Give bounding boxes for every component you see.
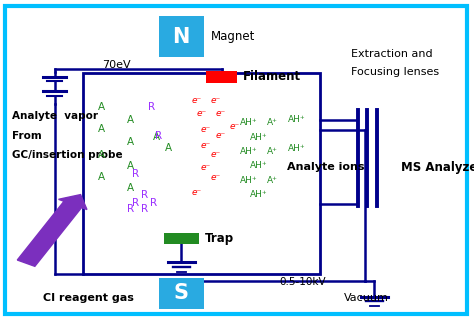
Text: AH⁺: AH⁺ xyxy=(249,161,267,170)
Text: A: A xyxy=(164,143,172,153)
Text: Trap: Trap xyxy=(205,232,234,245)
Text: A: A xyxy=(98,124,106,134)
Text: N: N xyxy=(173,27,190,47)
Bar xyxy=(159,278,204,309)
Text: e⁻: e⁻ xyxy=(210,96,221,105)
Text: e⁻: e⁻ xyxy=(191,96,202,105)
Text: A: A xyxy=(127,137,134,147)
Text: 70eV: 70eV xyxy=(102,60,130,70)
Text: A⁺: A⁺ xyxy=(267,176,278,185)
Text: e⁻: e⁻ xyxy=(229,122,240,130)
Bar xyxy=(83,73,320,274)
Text: AH⁺: AH⁺ xyxy=(287,144,305,153)
Text: R: R xyxy=(150,197,158,208)
Text: R: R xyxy=(131,197,139,208)
Text: Vacuum: Vacuum xyxy=(344,293,389,303)
Text: R: R xyxy=(141,189,148,200)
FancyBboxPatch shape xyxy=(5,6,467,314)
Text: AH⁺: AH⁺ xyxy=(240,118,258,127)
Text: CI reagent gas: CI reagent gas xyxy=(43,293,134,303)
Text: AH⁺: AH⁺ xyxy=(240,147,258,156)
Text: A: A xyxy=(127,115,134,125)
Text: 0.5-10kV: 0.5-10kV xyxy=(280,277,326,287)
Text: A⁺: A⁺ xyxy=(267,118,278,127)
Text: e⁻: e⁻ xyxy=(196,109,207,118)
Text: R: R xyxy=(127,204,134,214)
Text: R: R xyxy=(155,130,163,141)
FancyArrow shape xyxy=(17,195,87,266)
Text: A⁺: A⁺ xyxy=(267,147,278,156)
Text: e⁻: e⁻ xyxy=(210,150,221,159)
Text: Magnet: Magnet xyxy=(211,30,255,43)
Text: MS Analyzer: MS Analyzer xyxy=(401,161,474,174)
Text: Filament: Filament xyxy=(243,70,301,83)
Text: A: A xyxy=(98,172,106,182)
Text: A: A xyxy=(127,161,134,171)
Text: R: R xyxy=(148,102,155,112)
Text: GC/insertion probe: GC/insertion probe xyxy=(12,150,122,160)
Text: e⁻: e⁻ xyxy=(201,141,211,150)
Text: A: A xyxy=(127,183,134,193)
Text: e⁻: e⁻ xyxy=(215,109,226,118)
Text: AH⁺: AH⁺ xyxy=(249,190,267,199)
Text: e⁻: e⁻ xyxy=(191,189,202,197)
Text: AH⁺: AH⁺ xyxy=(249,133,267,142)
Text: R: R xyxy=(131,169,139,179)
Bar xyxy=(164,233,199,244)
Text: e⁻: e⁻ xyxy=(215,131,226,140)
Text: e⁻: e⁻ xyxy=(210,173,221,182)
Text: From: From xyxy=(12,130,42,141)
Text: R: R xyxy=(141,204,148,214)
Text: Analyte ions: Analyte ions xyxy=(287,162,365,173)
Text: Extraction and: Extraction and xyxy=(351,49,432,59)
Bar xyxy=(159,16,204,57)
Text: AH⁺: AH⁺ xyxy=(240,176,258,185)
Text: e⁻: e⁻ xyxy=(201,125,211,134)
Text: e⁻: e⁻ xyxy=(201,163,211,172)
Text: Analyte  vapor: Analyte vapor xyxy=(12,111,98,122)
Bar xyxy=(206,71,237,83)
Text: A: A xyxy=(98,150,106,160)
Text: A: A xyxy=(153,132,160,142)
Text: S: S xyxy=(174,284,189,303)
Text: A: A xyxy=(98,102,106,112)
Text: Focusing lenses: Focusing lenses xyxy=(351,67,439,77)
Text: AH⁺: AH⁺ xyxy=(287,115,305,124)
